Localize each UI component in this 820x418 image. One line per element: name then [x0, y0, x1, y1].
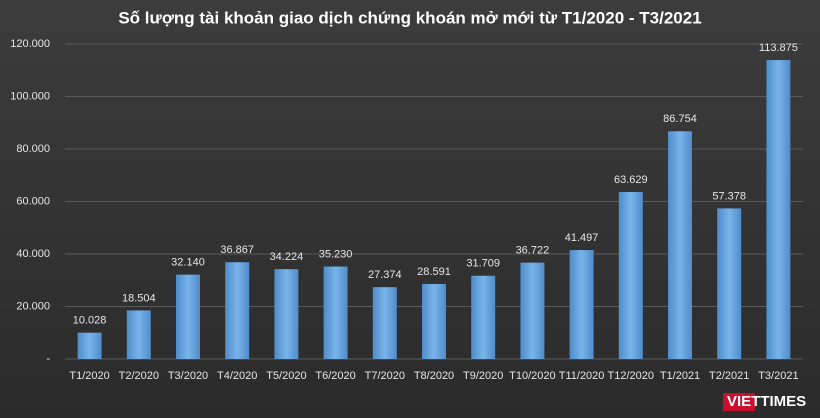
- y-tick-label: -: [46, 353, 50, 365]
- x-tick-label: T1/2021: [660, 370, 700, 382]
- data-label: 36.867: [220, 244, 254, 256]
- data-label: 27.374: [368, 269, 402, 281]
- bar: [274, 269, 299, 359]
- bar: [668, 131, 692, 359]
- data-label: 35.230: [319, 248, 353, 260]
- data-label: 34.224: [270, 251, 304, 263]
- x-tick-label: T7/2020: [365, 370, 405, 382]
- data-label: 63.629: [614, 174, 648, 186]
- x-tick-label: T5/2020: [266, 370, 306, 382]
- y-tick-label: 120.000: [10, 38, 50, 50]
- y-tick-label: 40.000: [16, 248, 50, 260]
- bar: [618, 191, 643, 359]
- data-label: 18.504: [122, 292, 156, 304]
- bar: [766, 60, 791, 359]
- chart-title: Số lượng tài khoản giao dịch chứng khoán…: [118, 8, 701, 27]
- bar: [126, 310, 151, 359]
- bar: [176, 274, 200, 359]
- x-tick-label: T3/2020: [168, 370, 208, 382]
- bar: [372, 287, 397, 359]
- bar: [520, 262, 545, 359]
- bar: [422, 283, 446, 359]
- bar: [569, 250, 594, 359]
- x-tick-label: T8/2020: [414, 370, 454, 382]
- data-label: 41.497: [565, 232, 599, 244]
- bar: [225, 262, 250, 359]
- y-tick-label: 80.000: [16, 143, 50, 155]
- data-label: 57.378: [712, 190, 746, 202]
- x-tick-label: T6/2020: [315, 370, 355, 382]
- watermark: VIETTIMES: [727, 393, 806, 410]
- bar: [471, 275, 496, 359]
- data-label: 36.722: [516, 245, 550, 257]
- data-label: 113.875: [759, 42, 798, 54]
- x-tick-label: T3/2021: [758, 370, 798, 382]
- x-tick-label: T2/2020: [119, 370, 159, 382]
- data-label: 10.028: [73, 315, 107, 327]
- data-label: 86.754: [663, 113, 697, 125]
- x-tick-label: T10/2020: [509, 370, 555, 382]
- bar: [323, 266, 348, 359]
- bar: [717, 208, 742, 359]
- x-tick-label: T4/2020: [217, 370, 257, 382]
- y-tick-label: 60.000: [16, 195, 50, 207]
- logo-badge: [723, 393, 755, 411]
- x-tick-label: T1/2020: [69, 370, 109, 382]
- y-tick-label: 20.000: [16, 300, 50, 312]
- y-tick-label: 100.000: [10, 90, 50, 102]
- x-tick-label: T11/2020: [559, 370, 605, 382]
- x-tick-label: T2/2021: [709, 370, 749, 382]
- x-tick-label: T12/2020: [608, 370, 654, 382]
- data-label: 31.709: [466, 258, 500, 270]
- x-tick-label: T9/2020: [463, 370, 503, 382]
- bar: [77, 332, 102, 359]
- data-label: 32.140: [171, 257, 205, 269]
- data-label: 28.591: [417, 266, 451, 278]
